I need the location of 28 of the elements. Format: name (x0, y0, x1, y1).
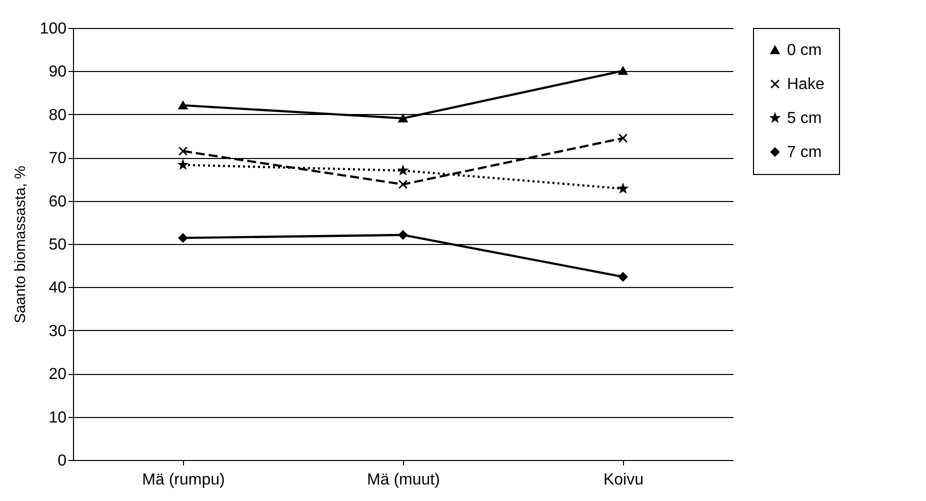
y-tick-label: 50 (48, 236, 67, 254)
point (178, 146, 188, 156)
y-tick-label: 40 (48, 280, 67, 297)
x-tick-label: Koivu (603, 472, 644, 488)
point (178, 101, 188, 110)
x-tick-label: Mä (rumpu) (142, 472, 225, 488)
y-axis-title: Saanto biomassasta, % (12, 166, 29, 324)
y-tick-label: 30 (48, 322, 67, 340)
y-tick-label: 0 (58, 452, 67, 470)
legend-label: Hake (787, 76, 824, 93)
y-tick-label: 20 (48, 366, 67, 384)
x-tick-label: Mä (muut) (367, 472, 440, 488)
point (618, 272, 628, 282)
point (618, 66, 628, 75)
point (178, 233, 188, 243)
point (618, 134, 628, 143)
y-tick-label: 70 (48, 150, 67, 168)
legend-label: 5 cm (787, 110, 822, 127)
y-tick-label: 100 (40, 20, 67, 38)
point (398, 114, 408, 122)
point (398, 180, 408, 190)
y-tick-label: 60 (48, 193, 67, 210)
y-tick-label: 90 (48, 64, 67, 81)
y-tick-label: 10 (48, 409, 67, 426)
y-tick-label: 80 (48, 106, 67, 124)
legend-label: 7 cm (787, 144, 822, 161)
point (398, 230, 408, 240)
legend-label: 0 cm (787, 42, 822, 59)
